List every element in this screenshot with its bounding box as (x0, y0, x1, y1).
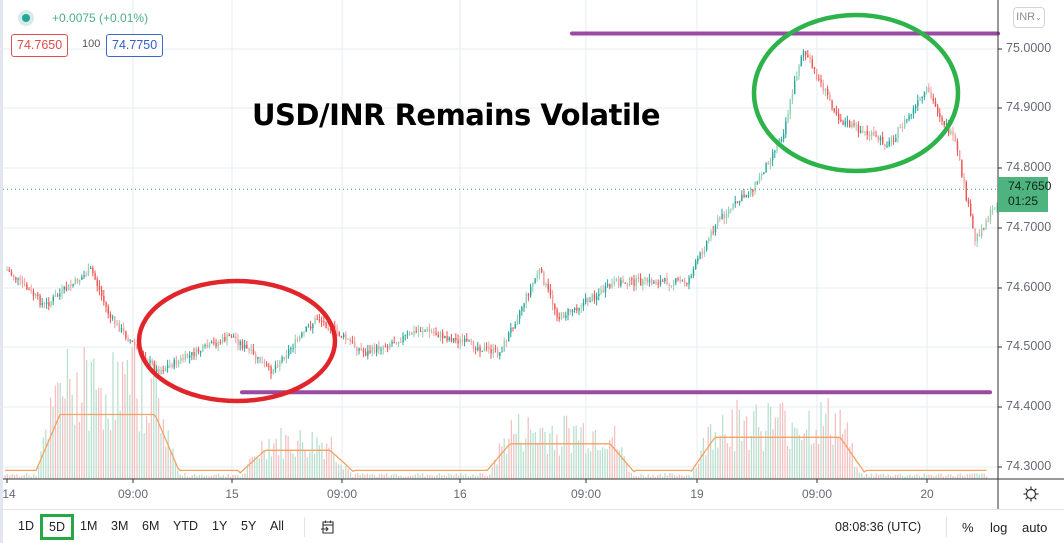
price-axis-label: 74.4000 (1006, 399, 1052, 413)
volume-bars (4, 346, 988, 479)
low-volatility-ellipse[interactable] (136, 278, 338, 404)
range-1m-button[interactable]: 1M (80, 519, 98, 533)
price-axis-label: 74.7000 (1006, 220, 1052, 234)
spread-value: 100 (82, 38, 101, 50)
go-to-date-icon[interactable] (320, 519, 336, 535)
range-1y-button[interactable]: 1Y (212, 519, 228, 533)
time-axis-label: 09:00 (117, 487, 149, 501)
chart-settings-icon[interactable] (1022, 485, 1040, 503)
range-3m-button[interactable]: 3M (111, 519, 129, 533)
range-5d-button[interactable]: 5D (40, 514, 74, 540)
price-axis-label: 75.0000 (1006, 41, 1052, 55)
log-scale-toggle[interactable]: log (990, 520, 1008, 535)
price-axis-label: 74.8000 (1006, 160, 1052, 174)
time-axis-label: 20 (920, 487, 934, 501)
chevron-down-icon: ⌄ (1035, 13, 1042, 22)
range-6m-button[interactable]: 6M (142, 519, 160, 533)
percent-scale-toggle[interactable]: % (962, 520, 974, 535)
last-price-label: 74.7650 01:25 (998, 177, 1052, 212)
annotation-title: USD/INR Remains Volatile (252, 98, 661, 132)
price-change: +0.0075 (+0.01%) (52, 11, 149, 25)
time-axis-label: 15 (225, 487, 239, 501)
utc-clock[interactable]: 08:08:36 (UTC) (835, 520, 922, 534)
high-volatility-ellipse[interactable] (751, 12, 961, 174)
market-status-icon (18, 10, 34, 26)
time-axis-label: 14 (2, 487, 16, 501)
auto-scale-toggle[interactable]: auto (1022, 520, 1048, 535)
currency-dropdown[interactable]: INR⌄ (1013, 7, 1045, 28)
bar-countdown: 01:25 (1008, 194, 1039, 208)
drawing-overlays (3, 12, 1000, 404)
bottom-toolbar: 1D 5D 1M 3M 6M YTD 1Y 5Y All 08:08:36 (U… (0, 509, 1064, 543)
candlesticks (6, 49, 1005, 380)
chart-plot-area[interactable] (0, 0, 1064, 510)
time-axis-label: 09:00 (570, 487, 602, 501)
price-axis-label: 74.9000 (1006, 100, 1052, 114)
toolbar-separator (304, 517, 305, 537)
price-axis-label: 74.6000 (1006, 280, 1052, 294)
currency-label: INR (1016, 11, 1036, 23)
left-edge-border (0, 0, 3, 543)
price-axis-label: 74.3000 (1006, 459, 1052, 473)
volume-moving-average (5, 413, 987, 474)
time-axis-label: 16 (453, 487, 467, 501)
range-1d-button[interactable]: 1D (18, 519, 34, 533)
sell-price-button[interactable]: 74.7650 (11, 34, 69, 57)
time-axis-label: 09:00 (326, 487, 358, 501)
range-ytd-button[interactable]: YTD (173, 519, 198, 533)
buy-price-button[interactable]: 74.7750 (106, 34, 164, 57)
grid-lines (3, 0, 998, 479)
axes (3, 0, 1064, 510)
range-all-button[interactable]: All (270, 519, 284, 533)
time-axis-label: 09:00 (801, 487, 833, 501)
last-price-value: 74.7650 (1008, 179, 1052, 193)
price-axis-label: 74.5000 (1006, 339, 1052, 353)
time-axis-label: 19 (690, 487, 704, 501)
toolbar-separator (946, 517, 947, 537)
range-5y-button[interactable]: 5Y (241, 519, 257, 533)
